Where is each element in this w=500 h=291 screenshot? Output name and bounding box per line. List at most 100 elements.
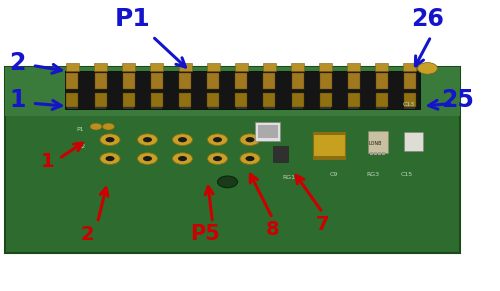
Bar — [320, 93, 332, 107]
Circle shape — [106, 137, 114, 142]
Bar — [376, 63, 388, 71]
Bar — [235, 63, 248, 71]
Bar — [65, 71, 420, 109]
Text: C13: C13 — [402, 102, 415, 107]
Text: 2: 2 — [10, 51, 26, 74]
Bar — [180, 107, 190, 109]
Bar — [94, 73, 106, 89]
Bar — [5, 67, 460, 253]
Text: 1: 1 — [40, 152, 54, 171]
Bar — [179, 73, 191, 89]
Bar — [235, 73, 247, 89]
Circle shape — [106, 156, 114, 161]
Circle shape — [138, 134, 158, 146]
Bar — [208, 107, 218, 109]
Text: P5: P5 — [190, 224, 220, 244]
Bar — [404, 63, 416, 71]
Text: P1: P1 — [114, 7, 150, 31]
Text: 2: 2 — [80, 225, 94, 244]
Bar — [370, 152, 372, 155]
Bar — [272, 146, 287, 162]
Bar — [320, 107, 331, 109]
Bar — [376, 93, 388, 107]
Circle shape — [143, 156, 152, 161]
Bar — [291, 63, 304, 71]
Bar — [263, 63, 276, 71]
Circle shape — [172, 134, 193, 146]
Text: P1: P1 — [76, 127, 84, 132]
Bar — [376, 107, 388, 109]
Circle shape — [102, 123, 115, 130]
Bar — [151, 73, 163, 89]
Bar — [347, 63, 360, 71]
Circle shape — [213, 156, 222, 161]
Bar — [66, 93, 78, 107]
Bar — [292, 93, 304, 107]
Bar — [122, 73, 134, 89]
Bar — [94, 93, 106, 107]
Bar — [206, 63, 220, 71]
Text: 1: 1 — [10, 88, 26, 112]
Circle shape — [143, 137, 152, 142]
Circle shape — [138, 153, 158, 164]
Bar — [319, 63, 332, 71]
Bar — [207, 93, 219, 107]
Bar — [312, 132, 345, 159]
Text: 25: 25 — [441, 88, 474, 112]
Bar — [292, 73, 304, 89]
Bar — [67, 107, 78, 109]
Bar — [374, 152, 376, 155]
Bar — [236, 107, 246, 109]
Circle shape — [178, 137, 187, 142]
Text: 7: 7 — [316, 214, 329, 234]
Bar — [5, 67, 460, 116]
Bar — [378, 152, 380, 155]
Circle shape — [90, 123, 102, 130]
Bar — [382, 152, 384, 155]
Text: RG3: RG3 — [366, 172, 379, 177]
Circle shape — [218, 176, 238, 188]
Bar — [312, 132, 345, 135]
Circle shape — [100, 153, 120, 164]
Circle shape — [246, 137, 254, 142]
Circle shape — [418, 63, 438, 74]
Bar — [207, 73, 219, 89]
Circle shape — [100, 134, 120, 146]
Bar — [66, 73, 78, 89]
Bar — [122, 63, 135, 71]
Text: 26: 26 — [411, 7, 444, 31]
Circle shape — [178, 156, 187, 161]
Bar — [404, 132, 423, 151]
Bar — [178, 63, 192, 71]
Circle shape — [208, 153, 228, 164]
Text: R2: R2 — [78, 143, 86, 149]
Circle shape — [240, 153, 260, 164]
Bar — [264, 107, 275, 109]
Bar — [348, 73, 360, 89]
Bar — [312, 156, 345, 159]
Bar — [264, 73, 276, 89]
Text: C15: C15 — [401, 172, 413, 177]
Text: RG1: RG1 — [282, 175, 296, 180]
Bar — [292, 107, 303, 109]
Bar — [348, 93, 360, 107]
Text: C9: C9 — [330, 172, 338, 177]
Bar — [264, 93, 276, 107]
Bar — [235, 93, 247, 107]
Text: LONB: LONB — [368, 141, 382, 146]
Bar — [95, 107, 106, 109]
Bar — [404, 73, 416, 89]
Circle shape — [172, 153, 193, 164]
Bar — [368, 131, 388, 153]
Circle shape — [208, 134, 228, 146]
Bar — [66, 63, 79, 71]
Circle shape — [213, 137, 222, 142]
Bar — [258, 125, 278, 138]
Bar — [122, 93, 134, 107]
Bar — [151, 93, 163, 107]
Circle shape — [240, 134, 260, 146]
Bar — [123, 107, 134, 109]
Bar — [376, 73, 388, 89]
Bar — [255, 122, 280, 141]
Bar — [179, 93, 191, 107]
